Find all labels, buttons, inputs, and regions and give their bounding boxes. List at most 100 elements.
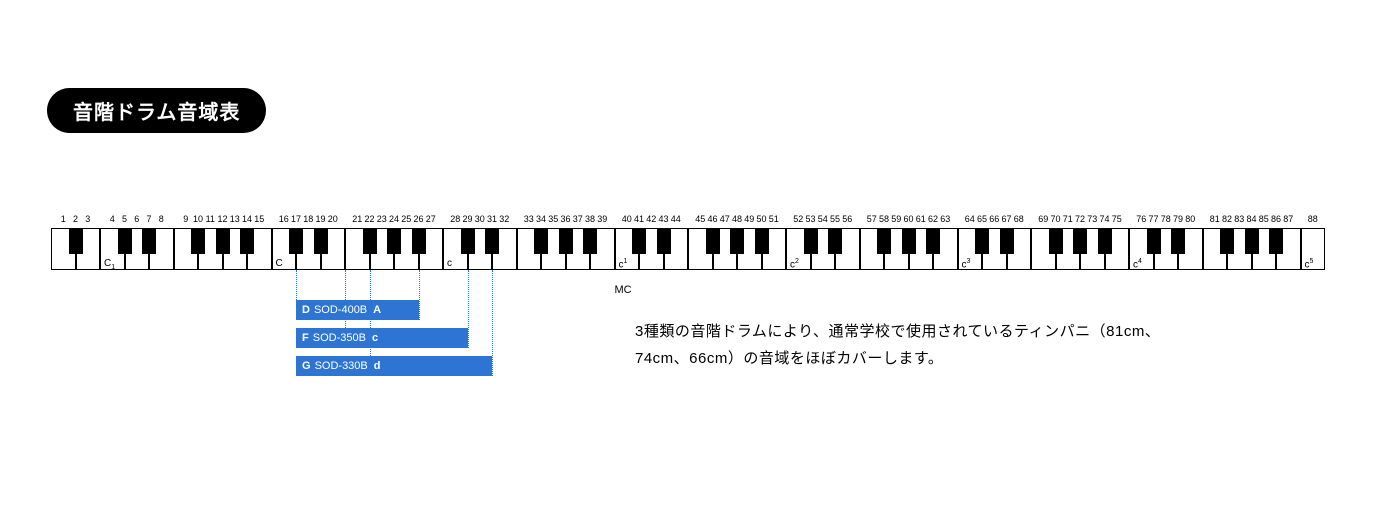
- key-number: 80: [1185, 214, 1195, 224]
- key-number: 39: [597, 214, 607, 224]
- black-key: [314, 228, 328, 254]
- key-number: 4: [110, 214, 115, 224]
- black-key: [657, 228, 671, 254]
- key-number: 15: [254, 214, 264, 224]
- octave-label: C1: [104, 258, 115, 271]
- key-number: 62: [928, 214, 938, 224]
- octave-label: c1: [619, 258, 628, 270]
- mc-label: MC: [615, 284, 632, 296]
- key-number: 14: [242, 214, 252, 224]
- black-key: [975, 228, 989, 254]
- range-start-note: D: [302, 304, 310, 316]
- black-key: [363, 228, 377, 254]
- octave-label: c2: [790, 258, 799, 270]
- key-number: 29: [462, 214, 472, 224]
- black-key: [559, 228, 573, 254]
- key-number: 3: [85, 214, 90, 224]
- key-number: 13: [230, 214, 240, 224]
- range-start-note: G: [302, 360, 311, 372]
- key-number: 11: [206, 214, 215, 224]
- range-end-note: d: [374, 360, 381, 372]
- key-number: 9: [183, 214, 188, 224]
- key-number: 12: [217, 214, 227, 224]
- key-number: 81: [1210, 214, 1220, 224]
- key-number: 1: [61, 214, 66, 224]
- key-number: 25: [401, 214, 411, 224]
- key-number: 26: [413, 214, 423, 224]
- black-key: [387, 228, 401, 254]
- octave-label: c5: [1305, 258, 1314, 270]
- key-number: 69: [1038, 214, 1048, 224]
- black-key: [583, 228, 597, 254]
- key-number: 5: [122, 214, 127, 224]
- key-number: 24: [389, 214, 399, 224]
- black-key: [1000, 228, 1014, 254]
- key-number: 61: [916, 214, 926, 224]
- description-line2: 74cm、66cm）の音域をほぼカバーします。: [635, 350, 943, 367]
- key-number: 68: [1014, 214, 1024, 224]
- key-number: 56: [842, 214, 852, 224]
- key-number: 55: [830, 214, 840, 224]
- key-number: 49: [744, 214, 754, 224]
- key-number: 77: [1148, 214, 1158, 224]
- key-number: 76: [1136, 214, 1146, 224]
- black-key: [534, 228, 548, 254]
- key-number: 73: [1087, 214, 1097, 224]
- black-key: [240, 228, 254, 254]
- range-bar: FSOD-350Bc: [296, 328, 468, 348]
- black-key: [191, 228, 205, 254]
- key-number: 19: [315, 214, 325, 224]
- key-number: 87: [1283, 214, 1293, 224]
- key-number: 79: [1173, 214, 1183, 224]
- key-number: 2: [73, 214, 78, 224]
- octave-label: c3: [962, 258, 971, 270]
- key-number: 31: [487, 214, 497, 224]
- key-number: 54: [818, 214, 828, 224]
- range-guide: [296, 270, 297, 300]
- range-model: SOD-350B: [313, 332, 366, 344]
- key-number: 36: [560, 214, 570, 224]
- black-key: [1245, 228, 1259, 254]
- key-number: 6: [134, 214, 139, 224]
- black-key: [804, 228, 818, 254]
- key-number: 22: [364, 214, 374, 224]
- key-number: 44: [671, 214, 681, 224]
- key-number: 21: [352, 214, 362, 224]
- key-number: 37: [573, 214, 583, 224]
- black-key: [118, 228, 132, 254]
- key-number: 43: [658, 214, 668, 224]
- black-key: [632, 228, 646, 254]
- range-end-note: A: [373, 304, 381, 316]
- key-number: 20: [328, 214, 338, 224]
- black-key: [289, 228, 303, 254]
- key-number: 72: [1075, 214, 1085, 224]
- description: 3種類の音階ドラムにより、通常学校で使用されているティンパニ（81cm、 74c…: [635, 318, 1335, 372]
- key-number: 53: [805, 214, 815, 224]
- key-number: 63: [940, 214, 950, 224]
- key-number: 70: [1050, 214, 1060, 224]
- key-number: 66: [989, 214, 999, 224]
- key-number: 42: [646, 214, 656, 224]
- key-number: 40: [622, 214, 632, 224]
- key-number: 48: [732, 214, 742, 224]
- black-key: [902, 228, 916, 254]
- octave-label: c: [447, 258, 452, 269]
- range-bar: G SOD-330B d: [296, 356, 492, 376]
- key-number: 57: [867, 214, 877, 224]
- range-guide: [468, 270, 469, 348]
- black-key: [461, 228, 475, 254]
- key-number: 83: [1234, 214, 1244, 224]
- black-key: [412, 228, 426, 254]
- key-number: 18: [303, 214, 313, 224]
- key-number: 59: [891, 214, 901, 224]
- key-number: 17: [291, 214, 301, 224]
- black-key: [1269, 228, 1283, 254]
- black-key: [706, 228, 720, 254]
- key-number: 58: [879, 214, 889, 224]
- black-key: [755, 228, 769, 254]
- black-key: [485, 228, 499, 254]
- black-key: [216, 228, 230, 254]
- octave-label: c4: [1133, 258, 1142, 270]
- key-number: 34: [536, 214, 546, 224]
- range-model: SOD-330B: [315, 360, 368, 372]
